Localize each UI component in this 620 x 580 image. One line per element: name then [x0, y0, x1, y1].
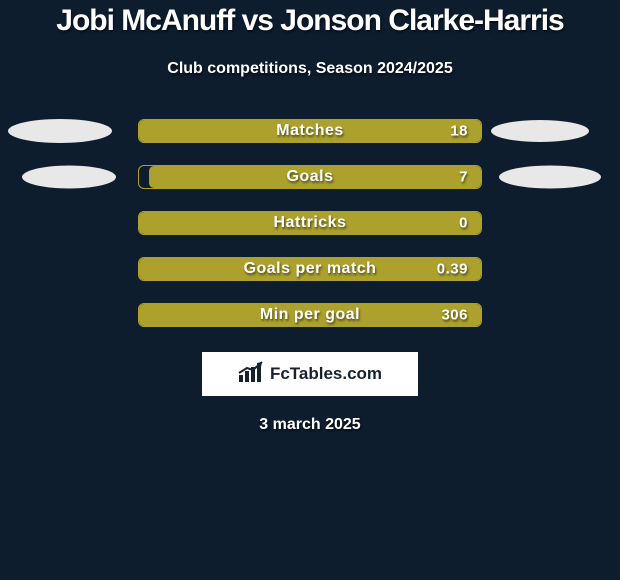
bars-stage: Matches18Goals7Hattricks0Goals per match… [0, 108, 620, 338]
stat-row: Matches18 [0, 108, 620, 154]
right-player-ellipse [499, 166, 601, 189]
fctables-logo[interactable]: FcTables.com [202, 352, 418, 396]
stat-bar-track [138, 165, 482, 189]
stat-value: 0 [459, 215, 468, 232]
stat-row: Min per goal306 [0, 292, 620, 338]
stat-bar-fill [139, 120, 481, 142]
stat-value: 18 [450, 123, 468, 140]
bar-chart-icon [238, 361, 264, 388]
logo-text: FcTables.com [270, 364, 382, 384]
stat-value: 7 [459, 169, 468, 186]
stat-bar-track [138, 303, 482, 327]
snapshot-date: 3 march 2025 [0, 416, 620, 434]
right-player-ellipse [491, 120, 589, 142]
stat-bar-fill [139, 258, 481, 280]
stat-bar-track [138, 119, 482, 143]
stat-row: Goals7 [0, 154, 620, 200]
stat-row: Goals per match0.39 [0, 246, 620, 292]
stat-value: 0.39 [437, 261, 468, 278]
stat-bar-fill [149, 166, 481, 188]
stat-row: Hattricks0 [0, 200, 620, 246]
left-player-ellipse [8, 119, 112, 143]
stat-bar-track [138, 211, 482, 235]
stat-bar-fill [139, 212, 481, 234]
comparison-subtitle: Club competitions, Season 2024/2025 [0, 60, 620, 78]
stat-bar-fill [139, 304, 481, 326]
stat-bar-track [138, 257, 482, 281]
left-player-ellipse [22, 166, 116, 189]
stat-value: 306 [441, 307, 468, 324]
comparison-title: Jobi McAnuff vs Jonson Clarke-Harris [0, 4, 620, 38]
